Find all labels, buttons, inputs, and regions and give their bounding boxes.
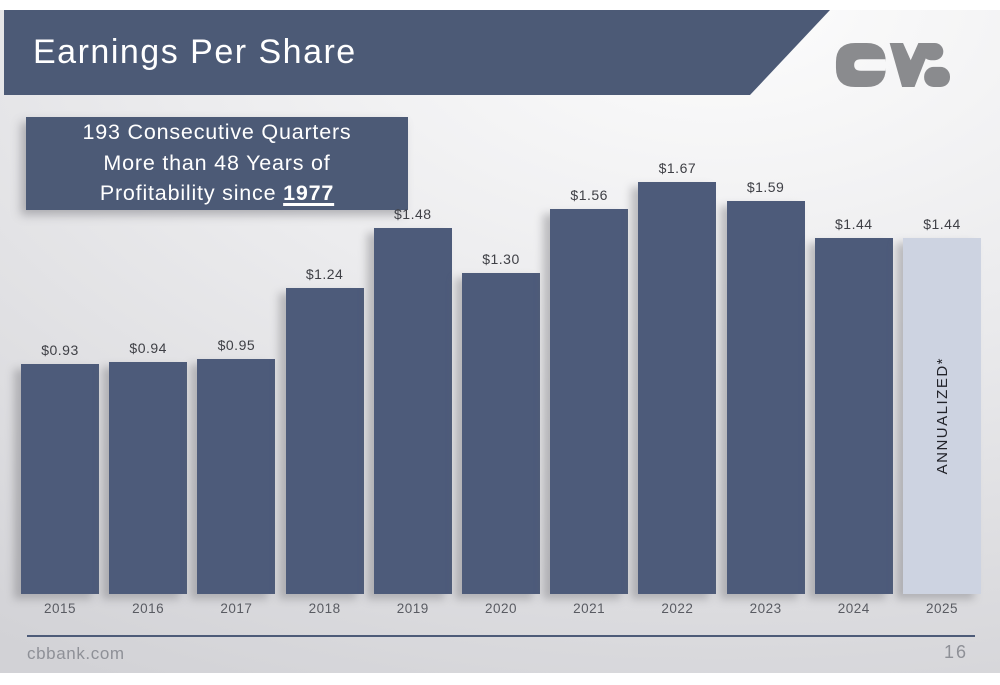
annualized-annotation: ANNUALIZED*: [933, 357, 951, 475]
callout-box: 193 Consecutive Quarters More than 48 Ye…: [26, 117, 408, 210]
x-axis-label: 2015: [43, 601, 77, 616]
page-title: Earnings Per Share: [33, 33, 357, 71]
bar-value-label: $1.67: [658, 160, 697, 176]
callout-line-2: More than 48 Years of: [103, 150, 331, 175]
callout-year: 1977: [283, 181, 335, 205]
bar-value-label: $1.48: [394, 206, 432, 222]
x-axis-label: 2017: [220, 601, 253, 616]
bar-value-label: $0.94: [129, 340, 167, 356]
bar-2019: [373, 228, 452, 594]
bar-2022: [638, 182, 717, 594]
footer-divider: [27, 635, 975, 637]
x-axis-label: 2019: [396, 601, 429, 616]
x-axis-label: 2018: [308, 601, 341, 616]
bar-2018: [285, 288, 364, 594]
bar-value-label: $1.44: [835, 216, 873, 232]
top-margin: [0, 0, 1000, 10]
bar-value-label: $1.59: [746, 179, 785, 195]
bar-2016: [109, 362, 188, 594]
callout-line-3: Profitability since 1977: [26, 178, 408, 209]
x-axis-label: 2025: [925, 601, 959, 616]
bar-2021: [550, 209, 629, 594]
bar-value-label: $1.24: [305, 266, 344, 282]
bar-value-label: $1.44: [923, 216, 961, 232]
bar-value-label: $0.95: [217, 337, 256, 353]
bar-2024: [814, 238, 893, 594]
bar-value-label: $1.30: [482, 251, 520, 267]
x-axis-label: 2016: [132, 601, 165, 616]
callout-line-1: 193 Consecutive Quarters: [82, 120, 352, 144]
x-axis-label: 2022: [661, 601, 694, 616]
bar-2020: [462, 273, 540, 594]
bar-2015: [21, 364, 99, 594]
footer-website: cbbank.com: [27, 644, 125, 663]
bottom-margin: [0, 673, 1000, 685]
callout-line-3-prefix: Profitability since: [99, 181, 284, 205]
x-axis-label: 2021: [573, 601, 606, 616]
x-axis-label: 2023: [749, 601, 782, 616]
bar-2023: [726, 201, 805, 594]
cvb-logo-icon: [835, 42, 950, 88]
bar-2025: ANNUALIZED*: [903, 238, 981, 594]
x-axis-label: 2020: [484, 601, 518, 616]
header-band: Earnings Per Share: [4, 10, 830, 95]
x-axis-label: 2024: [837, 601, 870, 616]
bar-2017: [197, 359, 276, 594]
bar-value-label: $1.56: [570, 187, 608, 203]
page-number: 16: [943, 642, 968, 662]
bar-value-label: $0.93: [41, 342, 79, 358]
